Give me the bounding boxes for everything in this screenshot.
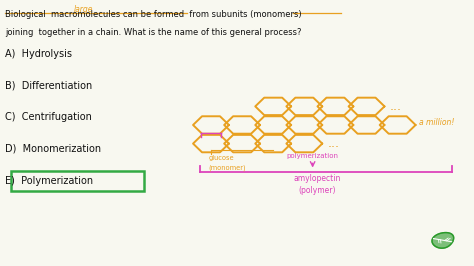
Text: ...: ... — [328, 137, 340, 150]
Text: D)  Monomerization: D) Monomerization — [5, 144, 101, 154]
Polygon shape — [432, 232, 454, 248]
Text: large: large — [73, 6, 93, 14]
Text: Biological  macromolecules can be formed  from subunits (monomers): Biological macromolecules can be formed … — [5, 10, 302, 19]
Text: amylopectin: amylopectin — [294, 174, 341, 184]
Text: polymerization: polymerization — [287, 153, 338, 159]
Text: (polymer): (polymer) — [299, 186, 336, 194]
Text: B)  Differentiation: B) Differentiation — [5, 80, 93, 90]
Text: C)  Centrifugation: C) Centrifugation — [5, 112, 92, 122]
Text: ...: ... — [390, 100, 402, 113]
Text: (monomer): (monomer) — [209, 165, 246, 171]
Text: glucose: glucose — [209, 155, 234, 161]
Text: E)  Polymerization: E) Polymerization — [5, 176, 93, 186]
Text: a million!: a million! — [419, 118, 455, 127]
Text: A)  Hydrolysis: A) Hydrolysis — [5, 49, 73, 59]
Text: joining  together in a chain. What is the name of this general process?: joining together in a chain. What is the… — [5, 28, 302, 38]
